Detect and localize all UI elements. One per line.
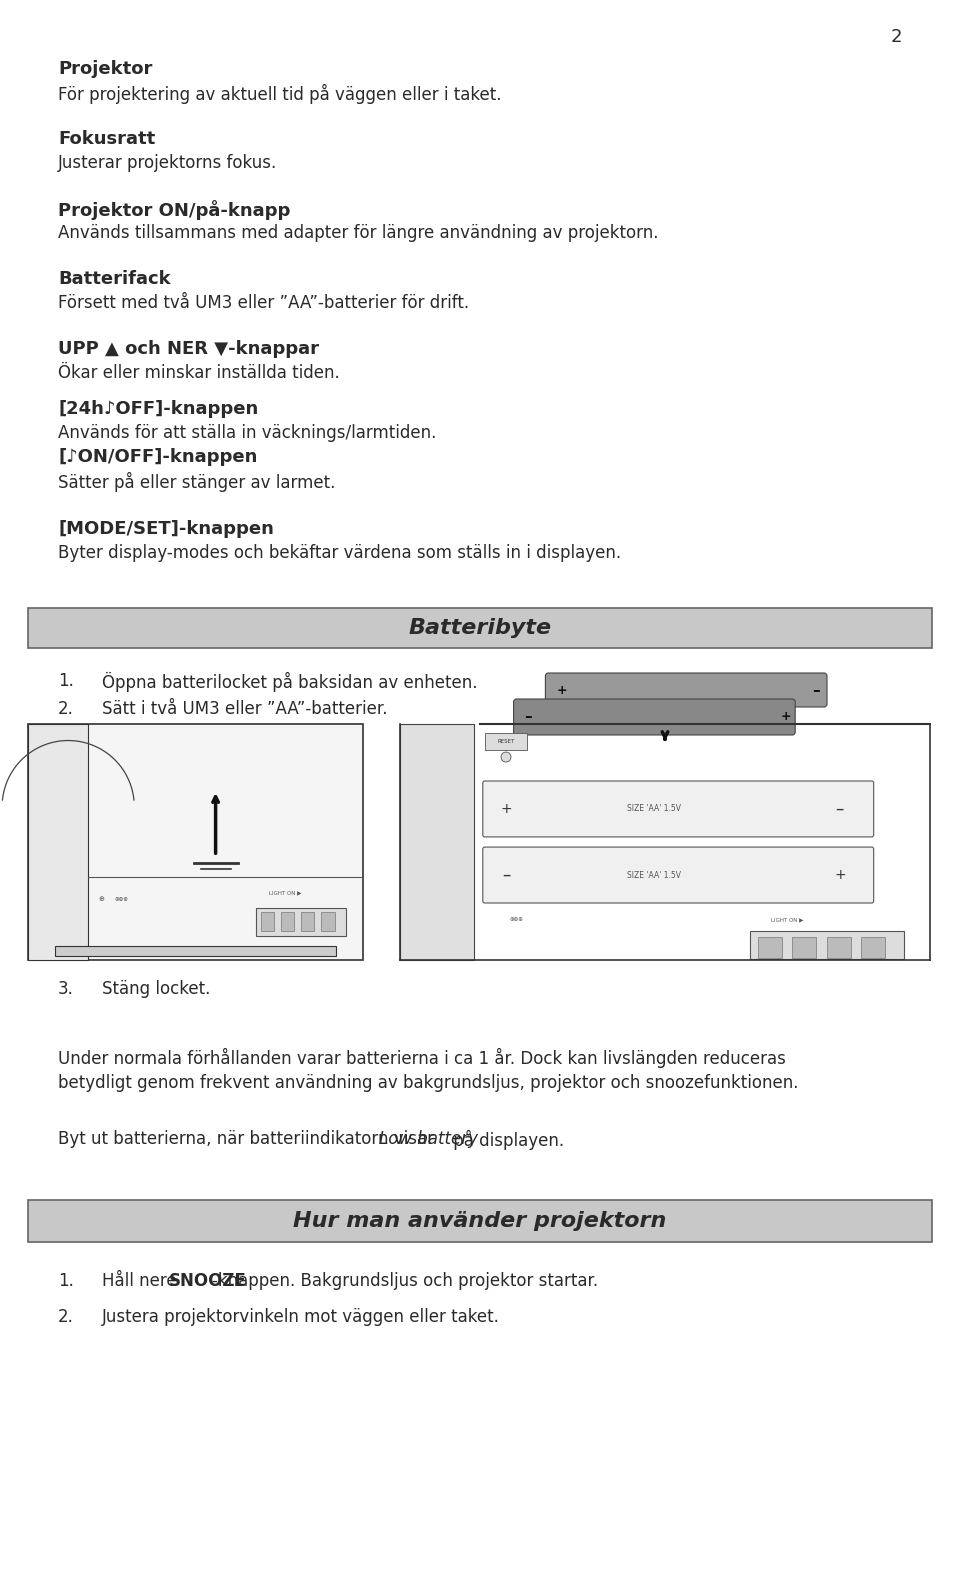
Text: SNOOZE: SNOOZE [169,1272,247,1289]
Text: +: + [557,684,567,697]
Bar [261,912,275,931]
Text: Low battery: Low battery [378,1130,478,1149]
Bar [28,608,932,648]
Text: UPP ▲ och NER ▼-knappar: UPP ▲ och NER ▼-knappar [58,340,319,359]
Bar [28,724,363,961]
Bar [28,724,88,961]
Bar [757,937,781,957]
FancyBboxPatch shape [514,698,795,735]
Text: Byt ut batterierna, när batteriindikatorn visar: Byt ut batterierna, när batteriindikator… [58,1130,440,1149]
FancyBboxPatch shape [483,781,874,837]
Text: Batterifack: Batterifack [58,270,171,288]
Text: Sätter på eller stänger av larmet.: Sätter på eller stänger av larmet. [58,472,335,491]
Bar [827,937,851,957]
Bar [55,946,336,956]
Text: Försett med två UM3 eller ”AA”-batterier för drift.: Försett med två UM3 eller ”AA”-batterier… [58,294,469,311]
Text: +: + [834,867,846,882]
Text: Stäng locket.: Stäng locket. [102,980,210,999]
Text: på displayen.: på displayen. [448,1130,564,1150]
Text: [♪ON/OFF]-knappen: [♪ON/OFF]-knappen [58,449,257,466]
Text: Byter display-modes och bekäftar värdena som ställs in i displayen.: Byter display-modes och bekäftar värdena… [58,544,621,562]
Bar [28,1199,932,1242]
Text: Används för att ställa in väcknings/larmtiden.: Används för att ställa in väcknings/larm… [58,423,437,442]
Text: +: + [500,803,512,815]
Text: -knappen. Bakgrundsljus och projektor startar.: -knappen. Bakgrundsljus och projektor st… [212,1272,598,1289]
Text: För projektering av aktuell tid på väggen eller i taket.: För projektering av aktuell tid på vägge… [58,84,501,104]
Bar [301,912,315,931]
Bar [255,908,347,937]
Bar [400,724,474,961]
Bar [281,912,295,931]
Text: ⊕: ⊕ [99,896,105,902]
Text: SIZE 'AA' 1.5V: SIZE 'AA' 1.5V [628,871,682,880]
Text: –: – [502,866,510,885]
Text: 1.: 1. [58,1272,74,1289]
Text: ⊕⊕⊕: ⊕⊕⊕ [510,916,523,921]
Text: 3.: 3. [58,980,74,999]
Text: Under normala förhållanden varar batterierna i ca 1 år. Dock kan livslängden red: Under normala förhållanden varar batteri… [58,1048,786,1068]
Bar [750,931,903,959]
Text: Projektor ON/på-knapp: Projektor ON/på-knapp [58,201,290,220]
Text: SIZE 'AA' 1.5V: SIZE 'AA' 1.5V [628,804,682,814]
Bar [792,937,816,957]
Text: Öppna batterilocket på baksidan av enheten.: Öppna batterilocket på baksidan av enhet… [102,672,477,692]
Text: Sätt i två UM3 eller ”AA”-batterier.: Sätt i två UM3 eller ”AA”-batterier. [102,700,388,717]
Text: +: + [780,711,791,724]
Text: 1.: 1. [58,672,74,690]
Text: Justera projektorvinkeln mot väggen eller taket.: Justera projektorvinkeln mot väggen elle… [102,1308,500,1326]
Text: Ökar eller minskar inställda tiden.: Ökar eller minskar inställda tiden. [58,363,340,382]
Text: 2: 2 [891,28,902,46]
Text: RESET: RESET [497,739,515,744]
FancyBboxPatch shape [545,673,827,706]
Bar [861,937,885,957]
Text: Används tillsammans med adapter för längre användning av projektorn.: Används tillsammans med adapter för läng… [58,224,659,242]
Text: LIGHT ON ▶: LIGHT ON ▶ [269,890,301,894]
Bar [322,912,334,931]
Text: 2.: 2. [58,1308,74,1326]
Text: 2.: 2. [58,700,74,717]
Text: –: – [812,683,820,697]
Text: ⊕⊕⊕: ⊕⊕⊕ [115,897,129,902]
Text: LIGHT ON ▶: LIGHT ON ▶ [771,916,804,921]
Text: Hur man använder projektorn: Hur man använder projektorn [294,1210,666,1231]
Text: betydligt genom frekvent användning av bakgrundsljus, projektor och snoozefunkti: betydligt genom frekvent användning av b… [58,1074,799,1092]
Circle shape [501,752,511,762]
FancyBboxPatch shape [483,847,874,904]
Text: –: – [524,709,533,725]
Bar [485,733,527,750]
Text: Projektor: Projektor [58,60,153,77]
Text: Batteribyte: Batteribyte [408,618,552,638]
Text: –: – [836,799,844,818]
Text: Justerar projektorns fokus.: Justerar projektorns fokus. [58,153,277,172]
Text: Fokusratt: Fokusratt [58,130,156,149]
Text: [MODE/SET]-knappen: [MODE/SET]-knappen [58,520,274,539]
Text: [24h♪OFF]-knappen: [24h♪OFF]-knappen [58,400,258,419]
Text: Håll nere: Håll nere [102,1272,181,1289]
